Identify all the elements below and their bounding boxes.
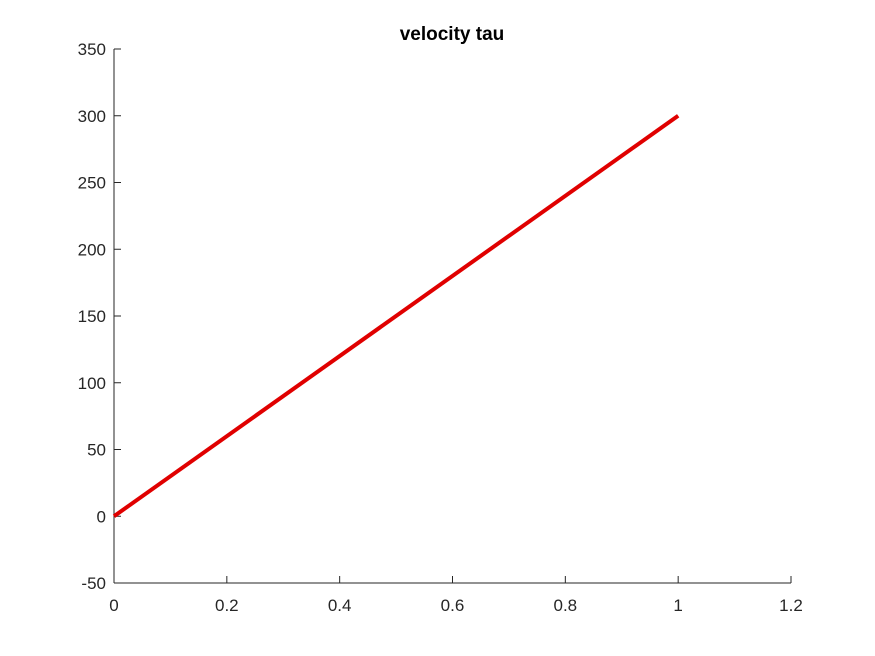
series-line — [112, 114, 680, 518]
y-tick-label: 350 — [78, 40, 106, 59]
chart-title: velocity tau — [400, 24, 505, 45]
y-tick-label: 100 — [78, 374, 106, 393]
x-tick-label: 0.2 — [215, 596, 239, 615]
y-tick-label: 250 — [78, 174, 106, 193]
x-tick-label: 0 — [109, 596, 118, 615]
y-tick-label: 200 — [78, 240, 106, 259]
x-tick-label: 1.2 — [779, 596, 803, 615]
y-tick-label: 0 — [97, 507, 106, 526]
plot-area: 0 0.2 0.4 0.6 0.8 1 1.2-5005010015020025030035… — [78, 40, 803, 615]
y-tick-label: 50 — [87, 441, 106, 460]
x-tick-label: 0.8 — [554, 596, 578, 615]
x-tick-label: 0.4 — [328, 596, 352, 615]
x-tick-label: 1 — [673, 596, 682, 615]
y-tick-label: 300 — [78, 107, 106, 126]
y-tick-label: 150 — [78, 307, 106, 326]
x-tick-label: 0.6 — [441, 596, 465, 615]
y-tick-label: -50 — [81, 574, 106, 593]
